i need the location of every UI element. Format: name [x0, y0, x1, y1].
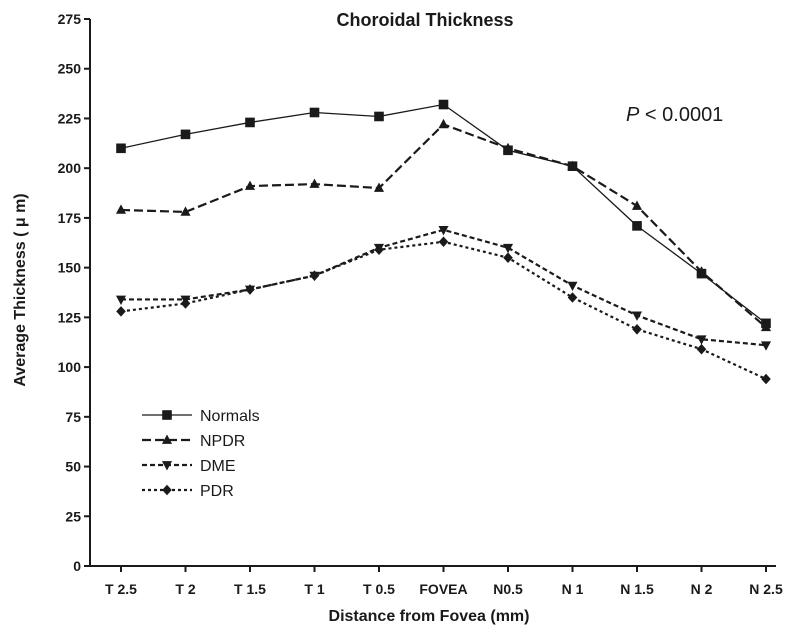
y-tick-label: 175 — [58, 210, 82, 226]
p-value-italic: P — [626, 104, 640, 126]
data-point — [696, 343, 707, 355]
legend-label: Normals — [200, 408, 260, 425]
data-point — [374, 111, 384, 122]
y-tick-label: 225 — [58, 110, 82, 126]
x-tick-label: N 1 — [562, 581, 584, 597]
legend-marker — [161, 461, 173, 471]
data-point — [696, 335, 707, 345]
legend: Normals NPDR DME PDR — [142, 408, 260, 500]
data-point — [244, 180, 256, 190]
x-tick-label: T 2.5 — [105, 581, 137, 597]
x-tick-label: FOVEA — [419, 581, 467, 597]
x-tick-label: T 1 — [304, 581, 324, 597]
series-normals — [116, 99, 771, 329]
series-line — [120, 103, 767, 324]
legend-item: Normals — [142, 408, 260, 425]
y-tick-label: 250 — [58, 61, 82, 77]
data-point — [438, 118, 449, 129]
data-point — [373, 182, 385, 192]
legend-marker — [162, 410, 172, 420]
data-point — [502, 243, 514, 254]
data-point — [309, 178, 320, 188]
p-value-annotation: P < 0.0001 — [626, 104, 723, 126]
series-npdr — [115, 118, 772, 332]
legend-item: PDR — [142, 483, 234, 500]
x-axis-label: Distance from Fovea (mm) — [329, 608, 530, 625]
data-point — [374, 244, 384, 256]
data-point — [309, 270, 320, 281]
legend-marker — [162, 484, 172, 496]
data-point — [567, 292, 578, 303]
data-point — [760, 321, 772, 332]
y-axis-label: Average Thickness ( μ m) — [12, 193, 29, 386]
data-point — [632, 221, 642, 231]
axes: 0 25 50 75 100 125 150 175 200 225 250 275 T 2.5 T 2 T… — [58, 11, 783, 597]
x-tick-label: N 2 — [691, 581, 713, 597]
data-point — [503, 252, 513, 263]
data-point — [115, 295, 127, 305]
x-tick-label: T 2 — [175, 581, 195, 597]
data-point — [438, 99, 449, 110]
y-tick-label: 0 — [73, 558, 81, 574]
legend-item: DME — [142, 458, 236, 475]
legend-marker — [161, 434, 173, 444]
data-point — [116, 143, 126, 154]
x-tick-label: N0.5 — [493, 581, 523, 597]
legend-label: DME — [200, 458, 236, 475]
y-tick-label: 150 — [58, 260, 82, 276]
chart-title: Choroidal Thickness — [336, 10, 513, 30]
x-tick-label: N 2.5 — [749, 581, 783, 597]
data-point — [245, 117, 255, 128]
x-tick-label: N 1.5 — [620, 581, 654, 597]
data-point — [760, 341, 772, 351]
data-point — [180, 129, 191, 140]
data-point — [180, 206, 191, 216]
y-tick-label: 200 — [58, 160, 82, 176]
data-point — [567, 281, 578, 292]
series-line — [120, 240, 767, 381]
data-point — [309, 107, 320, 118]
data-point — [696, 266, 707, 276]
data-point — [502, 142, 514, 153]
data-point — [438, 226, 449, 236]
y-tick-label: 75 — [65, 409, 81, 425]
data-point — [761, 373, 771, 385]
x-tick-label: T 1.5 — [234, 581, 266, 597]
series-pdr — [116, 236, 771, 385]
data-point — [567, 160, 578, 171]
y-tick-label: 125 — [58, 309, 82, 325]
series-layer — [115, 99, 772, 385]
series-line — [121, 228, 767, 347]
legend-item: NPDR — [142, 433, 245, 450]
data-point — [438, 236, 449, 248]
p-value-rest: < 0.0001 — [639, 104, 723, 126]
y-tick-label: 275 — [58, 11, 82, 27]
legend-label: PDR — [200, 483, 234, 500]
data-point — [631, 311, 643, 321]
y-tick-label: 100 — [58, 359, 82, 375]
y-tick-label: 50 — [65, 459, 81, 475]
x-tick-label: T 0.5 — [363, 581, 395, 597]
data-point — [115, 204, 127, 214]
y-tick-label: 25 — [65, 508, 81, 524]
data-point — [116, 306, 126, 317]
data-point — [245, 284, 255, 295]
data-point — [180, 298, 191, 309]
data-point — [631, 200, 643, 210]
data-point — [632, 324, 642, 335]
legend-label: NPDR — [200, 433, 245, 450]
